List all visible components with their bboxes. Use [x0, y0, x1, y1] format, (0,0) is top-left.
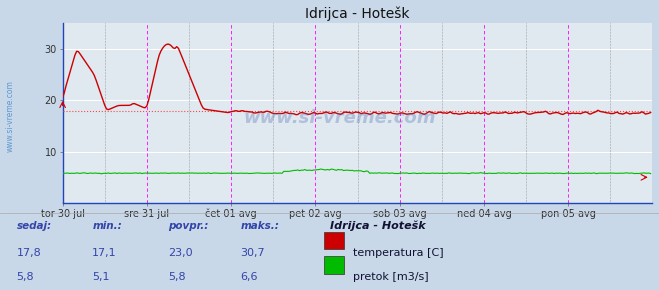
Text: min.:: min.:: [92, 221, 122, 231]
Text: Idrijca - Hotešk: Idrijca - Hotešk: [330, 221, 425, 231]
Text: www.si-vreme.com: www.si-vreme.com: [5, 80, 14, 152]
Text: 5,8: 5,8: [16, 272, 34, 282]
Text: temperatura [C]: temperatura [C]: [353, 248, 444, 258]
Text: pretok [m3/s]: pretok [m3/s]: [353, 272, 428, 282]
Bar: [324, 231, 344, 249]
Text: maks.:: maks.:: [241, 221, 279, 231]
Text: 30,7: 30,7: [241, 248, 265, 258]
Bar: [324, 256, 344, 274]
Text: povpr.:: povpr.:: [168, 221, 208, 231]
Text: sedaj:: sedaj:: [16, 221, 51, 231]
Title: Idrijca - Hotešk: Idrijca - Hotešk: [305, 6, 410, 21]
Text: 23,0: 23,0: [168, 248, 192, 258]
Text: www.si-vreme.com: www.si-vreme.com: [244, 110, 436, 128]
Text: 17,8: 17,8: [16, 248, 42, 258]
Text: 5,1: 5,1: [92, 272, 110, 282]
Text: 5,8: 5,8: [168, 272, 186, 282]
Text: 6,6: 6,6: [241, 272, 258, 282]
Text: 17,1: 17,1: [92, 248, 117, 258]
